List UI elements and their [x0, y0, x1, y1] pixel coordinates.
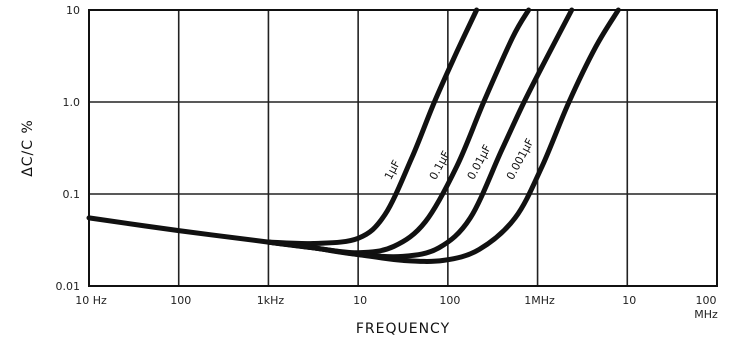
x-tick-label: 100 — [170, 294, 191, 307]
x-tick-label: 100 — [439, 294, 460, 307]
x-tick-label: 10 — [353, 294, 367, 307]
series-curve — [265, 7, 480, 247]
x-tick-suffix: MHz — [694, 308, 718, 321]
x-axis-label: FREQUENCY — [356, 321, 450, 337]
baseline-curve — [86, 215, 271, 245]
series-curves — [86, 7, 621, 264]
y-tick-label: 10 — [66, 4, 80, 17]
y-tick-label: 0.01 — [56, 280, 81, 293]
plot-frame — [88, 9, 718, 287]
y-tick-labels: 0.01 0.1 1.0 10 — [56, 4, 81, 293]
x-tick-label: 1MHz — [524, 294, 555, 307]
x-tick-label: 100 — [696, 294, 717, 307]
series-label: 0.001µF — [504, 136, 537, 182]
series-curve — [265, 7, 532, 256]
series-curve — [265, 7, 621, 264]
x-tick-label: 1kHz — [257, 294, 285, 307]
y-tick-label: 0.1 — [63, 188, 81, 201]
grid — [89, 10, 717, 286]
x-tick-label: 10 — [622, 294, 636, 307]
x-tick-label: 10 Hz — [75, 294, 107, 307]
series-label: 1µF — [382, 158, 403, 182]
y-tick-label: 1.0 — [63, 96, 81, 109]
y-axis-label: ΔC/C % — [20, 119, 36, 177]
